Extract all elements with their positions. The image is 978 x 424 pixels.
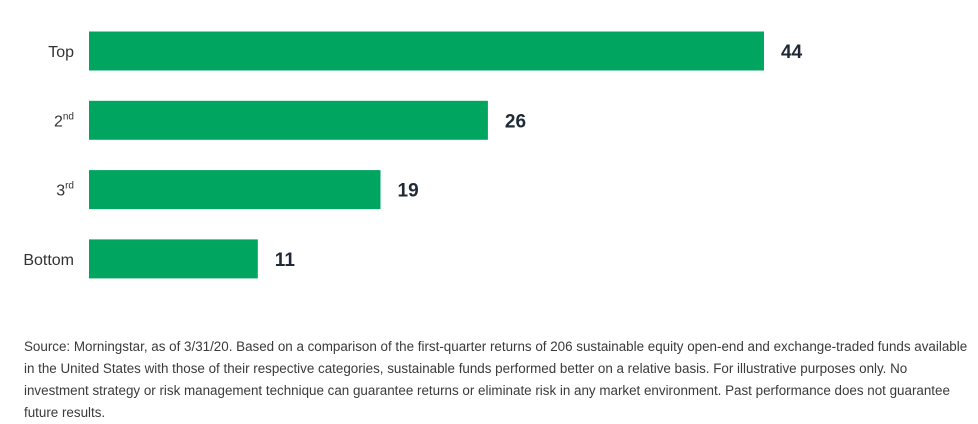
bar-top [89,31,764,71]
category-label-bottom: Bottom [23,252,74,269]
bar-bottom [89,239,258,279]
category-label-top: Top [48,44,74,61]
bar-2nd [89,100,488,140]
value-label-top: 44 [781,42,803,63]
category-label-2nd: 2nd [54,111,74,130]
value-label-2nd: 26 [505,111,526,132]
value-label-3rd: 19 [398,181,419,202]
value-label-bottom: 11 [275,250,296,271]
bar-3rd [89,170,381,210]
category-label-3rd: 3rd [56,181,74,200]
bar-chart: Top 44 2nd 26 3rd 19 Bottom 11 [23,31,803,279]
source-footnote: Source: Morningstar, as of 3/31/20. Base… [24,339,968,420]
